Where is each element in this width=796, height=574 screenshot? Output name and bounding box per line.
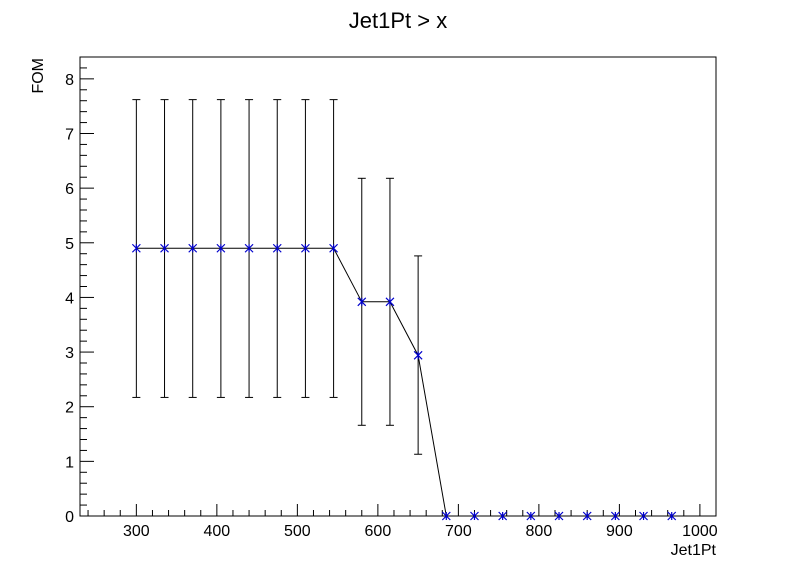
x-tick-label: 1000: [682, 523, 718, 540]
data-point: [582, 511, 592, 521]
y-tick-label: 4: [65, 290, 74, 307]
chart-title: Jet1Pt > x: [349, 8, 447, 33]
y-tick-label: 3: [65, 345, 74, 362]
data-point: [160, 243, 169, 253]
y-tick-label: 2: [65, 400, 74, 417]
x-tick-label: 400: [204, 523, 231, 540]
data-point: [639, 511, 648, 521]
data-point: [272, 243, 282, 253]
y-tick-label: 6: [65, 181, 74, 198]
data-point: [329, 243, 339, 253]
data-point: [610, 511, 620, 521]
x-tick-label: 300: [123, 523, 150, 540]
y-tick-label: 0: [65, 509, 74, 526]
y-tick-label: 7: [65, 127, 74, 144]
data-point: [554, 511, 564, 521]
data-point: [441, 511, 451, 521]
x-tick-label: 700: [445, 523, 472, 540]
y-tick-label: 1: [65, 454, 74, 471]
data-point: [188, 243, 198, 253]
x-axis-title: Jet1Pt: [671, 542, 717, 559]
x-tick-label: 900: [606, 523, 633, 540]
x-tick-label: 800: [526, 523, 553, 540]
x-tick-label: 600: [365, 523, 392, 540]
y-tick-label: 5: [65, 236, 74, 253]
x-tick-label: 500: [284, 523, 311, 540]
data-point: [385, 297, 395, 307]
data-point: [526, 511, 536, 521]
data-point: [498, 511, 508, 521]
data-point: [357, 297, 367, 307]
y-tick-label: 8: [65, 72, 74, 89]
series-line: [136, 247, 672, 517]
data-point: [667, 511, 677, 521]
data-point: [413, 350, 423, 360]
data-point: [244, 243, 254, 253]
data-point: [131, 243, 141, 253]
data-point: [470, 511, 479, 521]
data-point: [300, 243, 310, 253]
plot-area: 300 400 500 600 700 800 900 1000 0 1 2 3 4 5 6 7 8: [65, 56, 718, 540]
y-axis-title: FOM: [30, 58, 47, 94]
data-point: [216, 243, 226, 253]
